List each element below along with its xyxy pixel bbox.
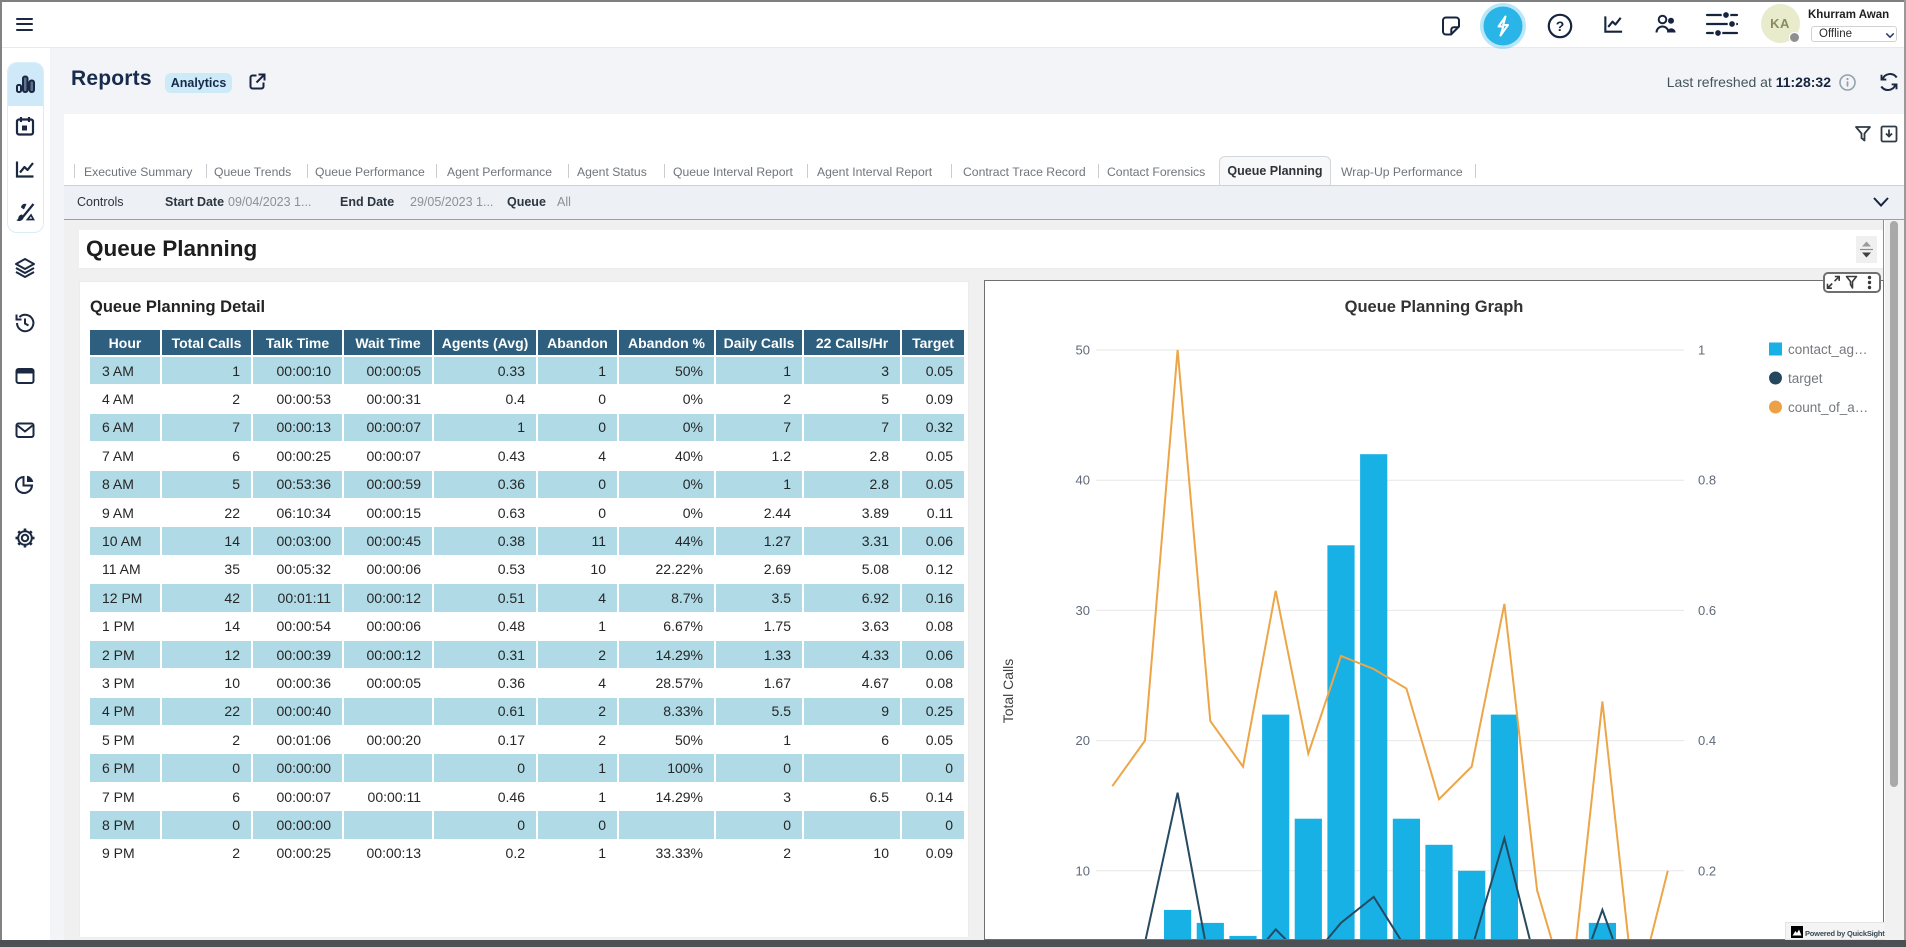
- svg-text:0.2: 0.2: [1698, 863, 1716, 878]
- svg-text:count_of_a…: count_of_a…: [1788, 400, 1868, 415]
- svg-text:target: target: [1788, 371, 1823, 386]
- svg-text:Queue Planning Graph: Queue Planning Graph: [1345, 298, 1524, 316]
- svg-text:0.8: 0.8: [1698, 473, 1716, 488]
- svg-text:Total Calls: Total Calls: [1000, 659, 1016, 724]
- svg-text:contact_ag…: contact_ag…: [1788, 342, 1868, 357]
- svg-text:0.4: 0.4: [1698, 733, 1716, 748]
- svg-text:30: 30: [1076, 603, 1090, 618]
- svg-text:1: 1: [1698, 343, 1705, 358]
- svg-text:40: 40: [1076, 473, 1090, 488]
- svg-text:50: 50: [1076, 343, 1090, 358]
- svg-text:?: ?: [1555, 18, 1564, 34]
- svg-text:10: 10: [1076, 863, 1090, 878]
- svg-text:20: 20: [1076, 733, 1090, 748]
- svg-text:0.6: 0.6: [1698, 603, 1716, 618]
